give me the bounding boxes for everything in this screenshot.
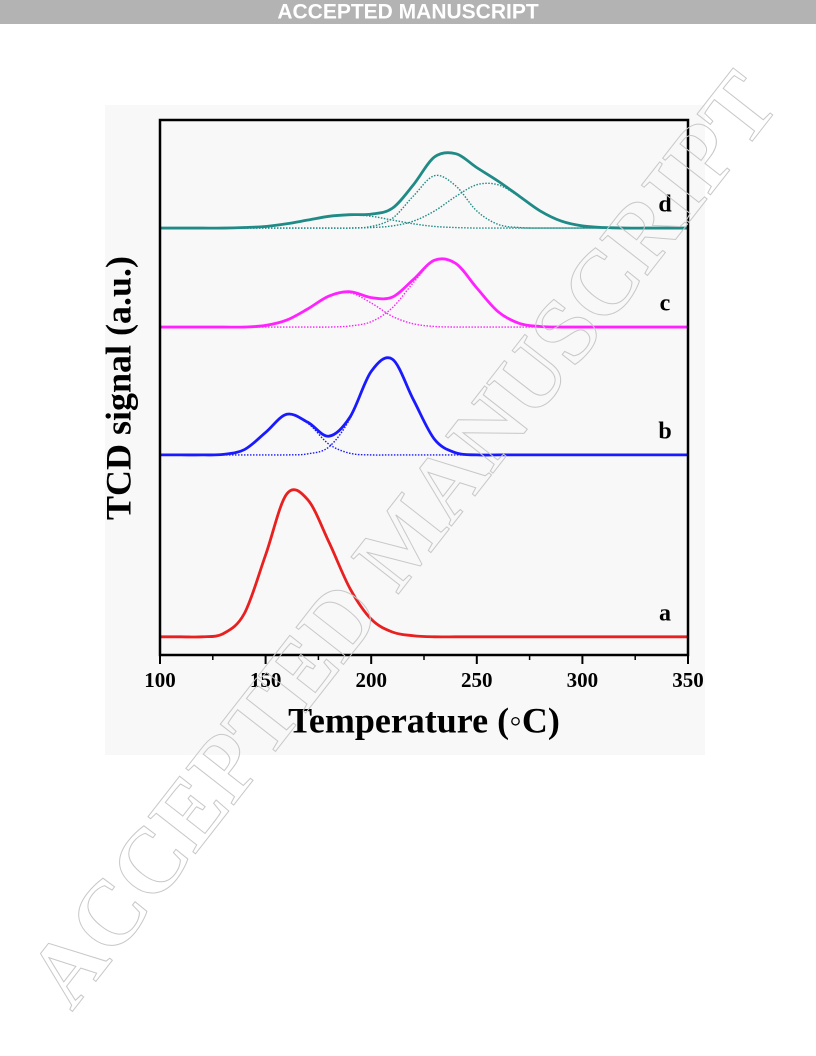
curve-label: d bbox=[658, 192, 672, 218]
tcd-curve bbox=[159, 257, 688, 329]
x-tick-label: 100 bbox=[144, 668, 176, 692]
x-tick-label: 350 bbox=[672, 668, 704, 692]
x-tick-label: 250 bbox=[461, 668, 493, 692]
tcd-curve bbox=[159, 356, 688, 457]
curve-label: b bbox=[658, 418, 671, 444]
x-tick-label: 200 bbox=[355, 668, 387, 692]
tcd-curve bbox=[160, 151, 688, 230]
x-tick-label: 150 bbox=[250, 668, 282, 692]
banner-bar bbox=[0, 0, 816, 24]
curve-label: c bbox=[660, 291, 671, 317]
plot-frame bbox=[158, 118, 690, 657]
x-axis-label: Temperature (◦C) bbox=[288, 700, 560, 740]
x-tick-label: 300 bbox=[567, 668, 599, 692]
tcd-curve bbox=[160, 488, 688, 639]
y-axis-label: TCD signal (a.u.) bbox=[98, 256, 138, 520]
plot: 100 150 200 250 300 350 a b c d bbox=[144, 118, 704, 692]
figure-background bbox=[105, 105, 705, 755]
banner: ACCEPTED MANUSCRIPT bbox=[277, 1, 539, 24]
curve-label: a bbox=[659, 600, 671, 626]
